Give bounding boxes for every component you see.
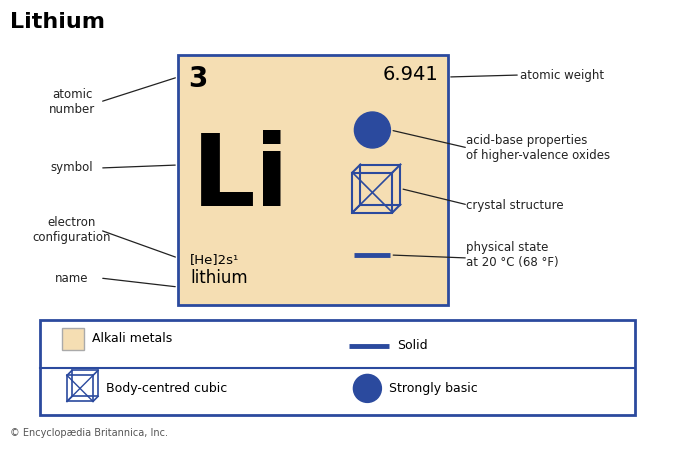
Text: Lithium: Lithium [10, 12, 105, 32]
Text: crystal structure: crystal structure [466, 198, 563, 211]
Bar [62, 328, 84, 350]
Text: Solid: Solid [398, 339, 428, 352]
Text: atomic
number: atomic number [49, 88, 95, 116]
Bar [40, 320, 635, 415]
Text: name: name [55, 271, 89, 284]
Circle shape [355, 112, 390, 148]
Text: symbol: symbol [51, 162, 93, 175]
Text: physical state
at 20 °C (68 °F): physical state at 20 °C (68 °F) [466, 241, 559, 269]
Text: 3: 3 [188, 65, 208, 93]
Text: electron
configuration: electron configuration [33, 216, 111, 244]
Text: lithium: lithium [190, 269, 247, 287]
Text: Li: Li [192, 130, 290, 227]
Text: Body-centred cubic: Body-centred cubic [106, 382, 227, 395]
Text: atomic weight: atomic weight [520, 68, 604, 81]
Bar [178, 55, 448, 305]
Text: 6.941: 6.941 [382, 65, 438, 84]
Text: acid-base properties
of higher-valence oxides: acid-base properties of higher-valence o… [466, 134, 610, 162]
Text: Strongly basic: Strongly basic [390, 382, 478, 395]
Text: [He]2s¹: [He]2s¹ [190, 253, 239, 266]
Text: © Encyclopædia Britannica, Inc.: © Encyclopædia Britannica, Inc. [10, 428, 168, 438]
Text: Alkali metals: Alkali metals [92, 333, 173, 346]
Circle shape [353, 374, 381, 402]
